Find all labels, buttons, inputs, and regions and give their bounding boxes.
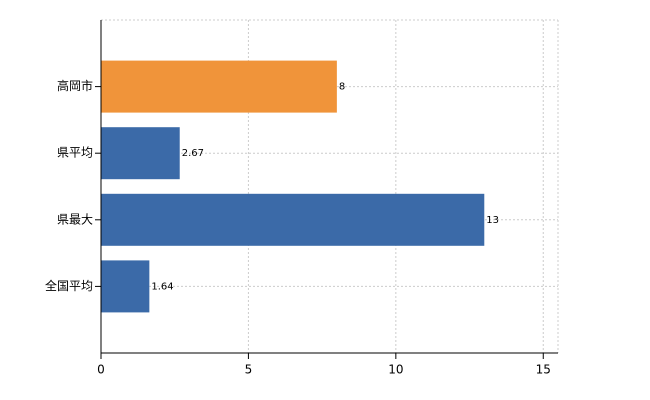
x-tick-label: 10	[388, 363, 403, 377]
x-tick-label: 5	[245, 363, 253, 377]
value-label: 2.67	[182, 148, 204, 159]
x-tick-label: 15	[536, 363, 551, 377]
y-tick-label: 全国平均	[45, 278, 93, 293]
bar	[101, 260, 150, 313]
y-tick-label: 高岡市	[57, 78, 93, 93]
value-label: 8	[339, 82, 345, 93]
y-tick-label: 県最大	[57, 212, 93, 226]
x-tick-label: 0	[97, 363, 105, 377]
value-label: 13	[486, 215, 499, 226]
bar	[101, 127, 180, 180]
bar	[101, 60, 337, 113]
bar	[101, 193, 485, 246]
value-label: 1.64	[151, 281, 173, 292]
y-tick-label: 県平均	[57, 146, 93, 160]
